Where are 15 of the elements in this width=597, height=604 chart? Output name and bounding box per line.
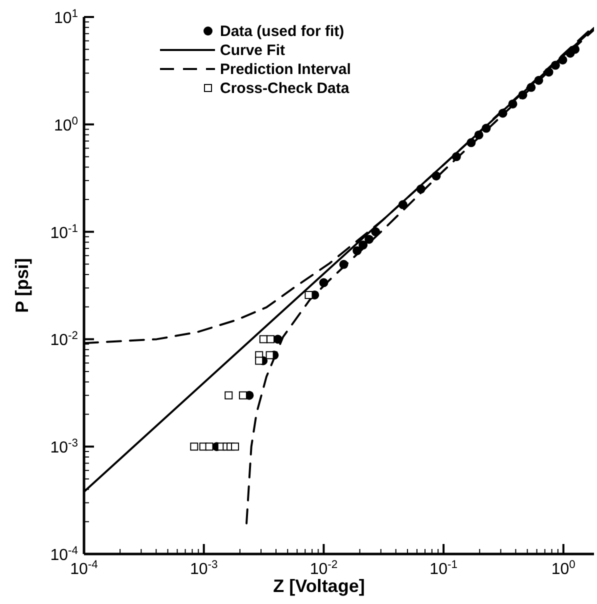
y-axis-title: P [psi] [12, 258, 32, 313]
legend-label: Cross-Check Data [220, 80, 350, 97]
legend-label: Prediction Interval [220, 61, 351, 78]
x-tick-label: 10$^{-2}$ [310, 559, 338, 578]
x-tick-label: 10$^{-1}$ [430, 559, 458, 578]
x-axis-title: Z [Voltage] [273, 576, 365, 596]
legend-label: Curve Fit [220, 42, 286, 59]
x-tick-label: 10$^{0}$ [551, 559, 576, 578]
legend-label: Data (used for fit) [220, 23, 344, 40]
x-tick-label: 10$^{-3}$ [190, 559, 218, 578]
y-tick-label: 10$^{-1}$ [50, 222, 78, 242]
y-tick-label: 10$^{-3}$ [50, 438, 78, 457]
y-tick-label: 10$^{-2}$ [50, 330, 78, 350]
y-tick-label: 10$^{0}$ [54, 115, 78, 134]
y-tick-label: 10$^{1}$ [54, 8, 78, 27]
